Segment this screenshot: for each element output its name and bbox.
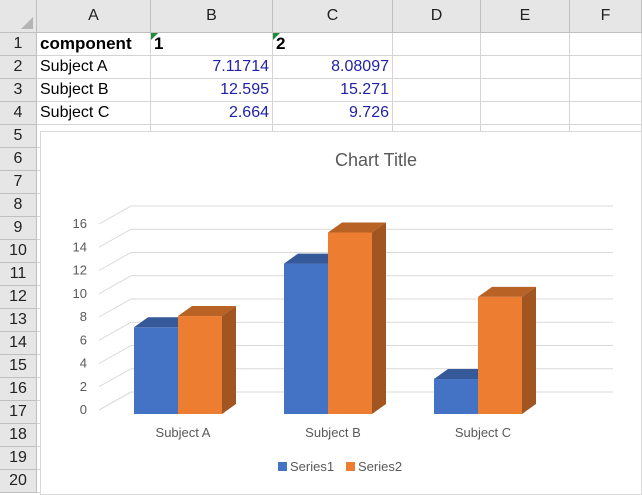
cell-a3[interactable]: Subject B — [37, 79, 151, 102]
number-as-text-indicator-icon — [151, 33, 158, 40]
y-tick-label: 4 — [80, 356, 87, 371]
x-category-label: Subject C — [455, 425, 511, 440]
chart[interactable]: Chart Title 0 2 4 6 8 10 12 14 16 Subject A Subject… — [40, 131, 642, 495]
cell-b2[interactable]: 7.11714 — [151, 56, 273, 79]
cell-f1[interactable] — [570, 33, 642, 56]
cell-e4[interactable] — [481, 102, 570, 125]
cell-d1[interactable] — [393, 33, 481, 56]
row-header-20[interactable]: 20 — [0, 470, 37, 493]
cell-c2[interactable]: 8.08097 — [273, 56, 393, 79]
row-header-15[interactable]: 15 — [0, 355, 37, 378]
cell-b4[interactable]: 2.664 — [151, 102, 273, 125]
row-header-2[interactable]: 2 — [0, 56, 37, 79]
bar-side-series2-0 — [222, 306, 236, 414]
cell-a1[interactable]: component — [37, 33, 151, 56]
bar-series2-subject-b — [328, 232, 372, 414]
legend-swatch-series1 — [278, 462, 287, 471]
row-header-9[interactable]: 9 — [0, 217, 37, 240]
row-header-3[interactable]: 3 — [0, 79, 37, 102]
cell-b1[interactable]: 1 — [151, 33, 273, 56]
column-header-e[interactable]: E — [481, 0, 570, 33]
bar-top-series1-1 — [284, 253, 342, 264]
cell-a2[interactable]: Subject A — [37, 56, 151, 79]
cell-c4[interactable]: 9.726 — [273, 102, 393, 125]
select-all-corner[interactable] — [0, 0, 37, 33]
y-tick-label: 14 — [73, 239, 87, 254]
gridline-depth-4 — [98, 345, 132, 364]
column-header-d[interactable]: D — [393, 0, 481, 33]
bar-series1-subject-b — [284, 263, 328, 414]
cell-d3[interactable] — [393, 79, 481, 102]
bar-side-series2-2 — [522, 286, 536, 414]
row-header-19[interactable]: 19 — [0, 447, 37, 470]
cell-d4[interactable] — [393, 102, 481, 125]
row-header-5[interactable]: 5 — [0, 125, 37, 148]
bar-series1-subject-c — [434, 379, 478, 414]
row-header-18[interactable]: 18 — [0, 424, 37, 447]
cell-f2[interactable] — [570, 56, 642, 79]
bar-series1-subject-a — [134, 327, 178, 414]
row-header-4[interactable]: 4 — [0, 102, 37, 125]
number-as-text-indicator-icon — [273, 33, 280, 40]
column-header-f[interactable]: F — [570, 0, 642, 33]
x-category-label: Subject B — [305, 425, 361, 440]
y-tick-label: 10 — [73, 286, 87, 301]
y-tick-label: 0 — [80, 402, 87, 417]
cell-d2[interactable] — [393, 56, 481, 79]
bar-series2-subject-a — [178, 316, 222, 414]
y-tick-label: 12 — [73, 263, 87, 278]
legend-label-series1: Series1 — [290, 459, 334, 474]
cell-e1[interactable] — [481, 33, 570, 56]
bar-series2-subject-c — [478, 296, 522, 414]
gridline-depth-8 — [98, 298, 132, 318]
y-tick-label: 16 — [73, 216, 87, 231]
chart-title: Chart Title — [335, 150, 417, 170]
row-header-11[interactable]: 11 — [0, 263, 37, 286]
cell-f3[interactable] — [570, 79, 642, 102]
bar-side-series2-1 — [372, 222, 386, 414]
gridline-depth-12 — [98, 252, 132, 271]
row-header-7[interactable]: 7 — [0, 171, 37, 194]
bar-top-series1-2 — [434, 369, 492, 380]
cell-c1[interactable]: 2 — [273, 33, 393, 56]
row-header-14[interactable]: 14 — [0, 332, 37, 355]
row-header-17[interactable]: 17 — [0, 401, 37, 424]
cell-e3[interactable] — [481, 79, 570, 102]
row-header-16[interactable]: 16 — [0, 378, 37, 401]
y-tick-label: 6 — [80, 332, 87, 347]
row-header-1[interactable]: 1 — [0, 33, 37, 56]
cell-c3[interactable]: 15.271 — [273, 79, 393, 102]
legend-label-series2: Series2 — [358, 459, 402, 474]
cell-a4[interactable]: Subject C — [37, 102, 151, 125]
chart-svg: Chart Title 0 2 4 6 8 10 12 14 16 Subject A Subject… — [73, 150, 613, 474]
bar-top-series1-0 — [134, 317, 192, 328]
cell-f4[interactable] — [570, 102, 642, 125]
row-header-12[interactable]: 12 — [0, 286, 37, 309]
column-header-b[interactable]: B — [151, 0, 273, 33]
bar-top-series2-2 — [478, 286, 536, 297]
y-tick-label: 8 — [80, 309, 87, 324]
gridline-depth-10 — [98, 275, 132, 295]
row-header-8[interactable]: 8 — [0, 194, 37, 217]
x-category-label: Subject A — [156, 425, 211, 440]
column-header-c[interactable]: C — [273, 0, 393, 33]
bar-top-series2-1 — [328, 222, 386, 233]
cell-b3[interactable]: 12.595 — [151, 79, 273, 102]
row-header-13[interactable]: 13 — [0, 309, 37, 332]
gridline-depth-16 — [98, 205, 132, 225]
gridline-depth-2 — [98, 368, 132, 388]
floor-edge — [98, 391, 132, 411]
row-header-10[interactable]: 10 — [0, 240, 37, 263]
gridline-depth-14 — [98, 228, 132, 248]
bar-top-series2-0 — [178, 306, 236, 317]
y-tick-label: 2 — [80, 379, 87, 394]
cell-e2[interactable] — [481, 56, 570, 79]
column-header-a[interactable]: A — [37, 0, 151, 33]
row-header-6[interactable]: 6 — [0, 148, 37, 171]
gridline-depth-6 — [98, 321, 132, 341]
legend-swatch-series2 — [346, 462, 355, 471]
